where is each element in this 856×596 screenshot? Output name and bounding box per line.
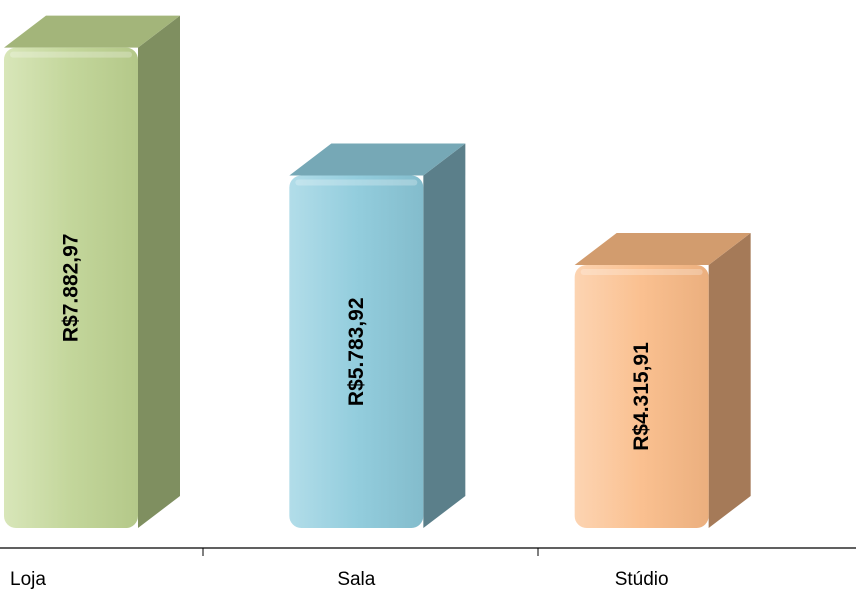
bar-front-face [289, 175, 424, 528]
bar-side-face [138, 15, 180, 528]
bar-sala [289, 143, 466, 528]
bar-highlight [10, 51, 132, 58]
x-tick-label: Stúdio [615, 569, 669, 590]
bar-side-face [708, 232, 751, 528]
bar-loja [4, 15, 180, 528]
bar-top-face [289, 143, 466, 176]
bar-highlight [295, 179, 418, 186]
data-label: R$4.315,91 [630, 342, 653, 451]
bar-st-dio [574, 232, 751, 528]
bar-highlight [580, 268, 703, 275]
bar-top-face [4, 15, 180, 48]
x-tick-label: Sala [337, 569, 375, 590]
x-tick-label: Loja [10, 569, 46, 590]
data-label: R$5.783,92 [345, 297, 368, 406]
bar-front-face [4, 47, 138, 528]
bar-side-face [423, 143, 466, 528]
data-label: R$7.882,97 [60, 234, 83, 343]
bar-front-face [574, 264, 709, 528]
bar-top-face [574, 232, 751, 265]
